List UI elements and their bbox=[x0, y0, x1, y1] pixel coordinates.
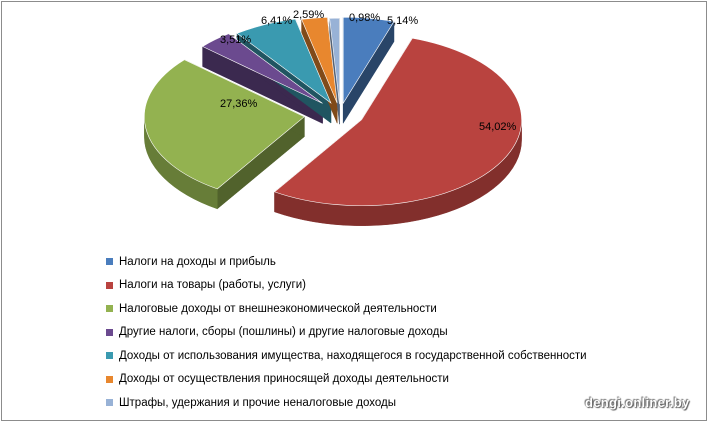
pie-value-label: 5,14% bbox=[387, 15, 418, 27]
pie-value-label: 6,41% bbox=[261, 15, 292, 27]
legend-label: Штрафы, удержания и прочие неналоговые д… bbox=[119, 396, 397, 409]
pie-slice bbox=[301, 16, 338, 104]
pie-slice bbox=[273, 37, 522, 207]
pie-slice bbox=[329, 17, 340, 105]
legend-item: Налоги на доходы и прибыль bbox=[106, 250, 587, 274]
legend-swatch bbox=[106, 305, 113, 313]
pie-slice bbox=[144, 59, 305, 190]
pie-value-label: 2,59% bbox=[293, 9, 324, 21]
legend: Налоги на доходы и прибыль Налоги на това… bbox=[106, 250, 587, 415]
legend-swatch bbox=[106, 281, 113, 289]
legend-item: Налоги на товары (работы, услуги) bbox=[106, 274, 587, 298]
legend-swatch bbox=[106, 328, 113, 336]
pie-value-label: 27,36% bbox=[220, 98, 258, 110]
pie-slice bbox=[236, 18, 332, 104]
pie-chart: 5,14% 54,02% 27,36% 3,51% 6,41% 2,59% 0,98% bbox=[144, 9, 522, 226]
watermark: dengi.onliner.by bbox=[585, 395, 690, 410]
legend-item: Налоговые доходы от внешнеэкономической … bbox=[106, 297, 587, 321]
pie-value-label: 3,51% bbox=[220, 34, 251, 46]
legend-label: Доходы от использования имущества, наход… bbox=[119, 349, 587, 362]
legend-label: Налоги на доходы и прибыль bbox=[119, 255, 276, 268]
pie-value-label: 54,02% bbox=[479, 121, 517, 133]
legend-item: Штрафы, удержания и прочие неналоговые д… bbox=[106, 391, 587, 415]
legend-item: Доходы от использования имущества, наход… bbox=[106, 344, 587, 368]
legend-swatch bbox=[106, 375, 113, 383]
pie-slice bbox=[342, 16, 395, 105]
legend-item: Другие налоги, сборы (пошлины) и другие … bbox=[106, 321, 587, 345]
legend-swatch bbox=[106, 399, 113, 407]
legend-item: Доходы от осуществления приносящей доход… bbox=[106, 368, 587, 392]
pie-value-label: 0,98% bbox=[349, 12, 380, 24]
legend-swatch bbox=[106, 352, 113, 360]
legend-swatch bbox=[106, 258, 113, 266]
legend-label: Другие налоги, сборы (пошлины) и другие … bbox=[119, 326, 448, 339]
legend-label: Налоговые доходы от внешнеэкономической … bbox=[119, 302, 437, 315]
legend-label: Налоги на товары (работы, услуги) bbox=[119, 279, 307, 292]
pie-slice bbox=[201, 33, 323, 104]
legend-label: Доходы от осуществления приносящей доход… bbox=[119, 373, 449, 386]
